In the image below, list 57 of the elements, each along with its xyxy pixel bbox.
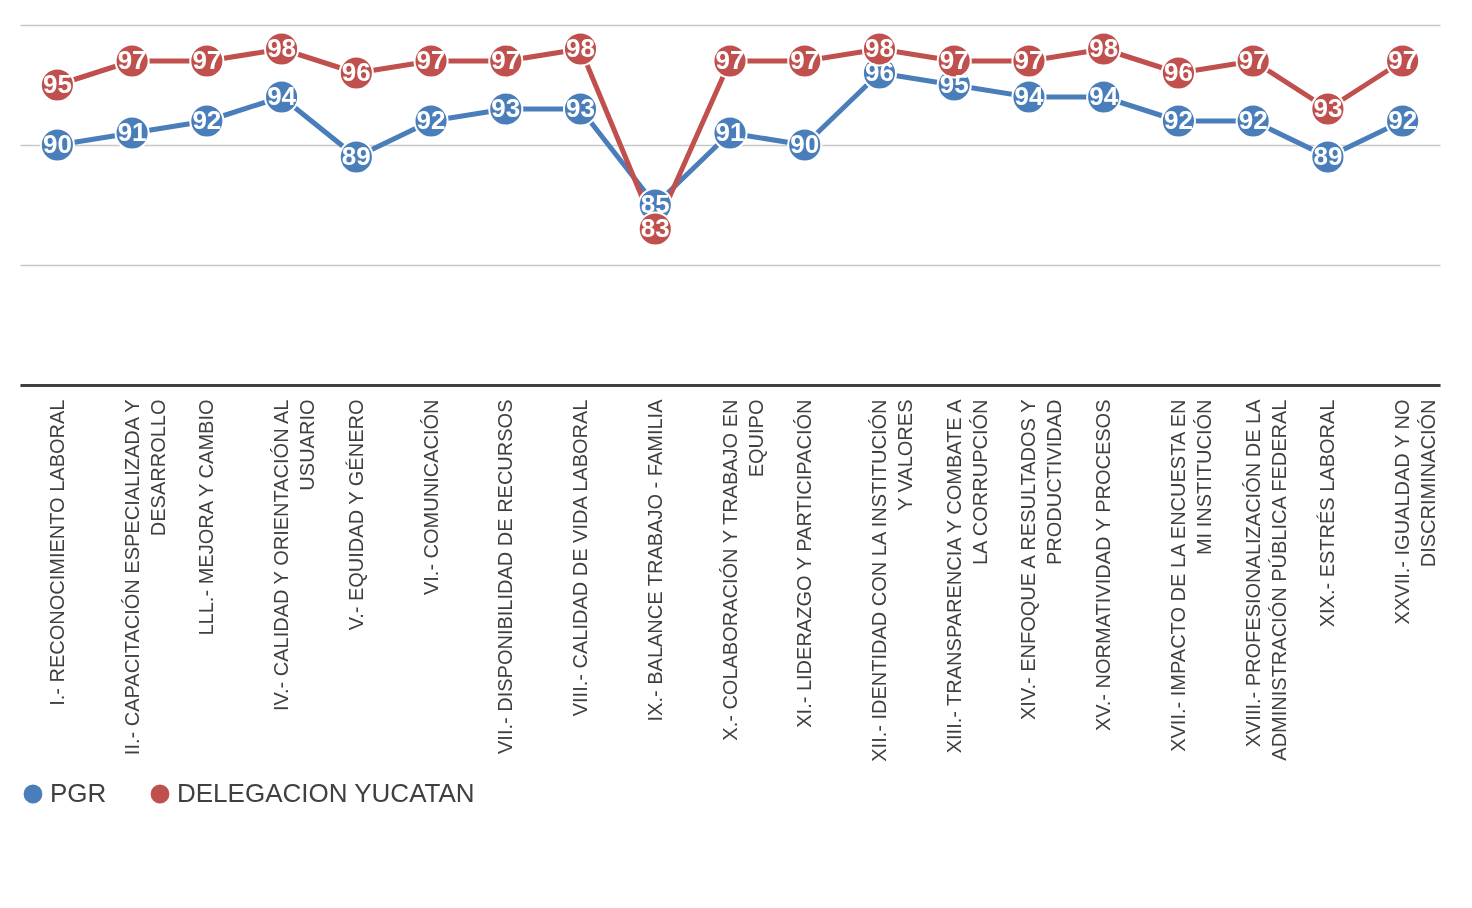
data-label: 91 xyxy=(117,117,147,147)
data-label: 97 xyxy=(416,45,446,75)
data-label: 83 xyxy=(640,213,670,243)
data-label: 97 xyxy=(790,45,820,75)
data-label: 94 xyxy=(1089,81,1119,111)
data-label: 97 xyxy=(939,45,969,75)
data-label: 97 xyxy=(1388,45,1418,75)
data-label: 94 xyxy=(267,81,297,111)
data-label: 93 xyxy=(566,93,595,123)
data-label: 92 xyxy=(1238,105,1268,135)
x-tick-label: X.- COLABORACIÓN Y TRABAJO EN EQUIPO xyxy=(718,399,767,741)
data-label: 95 xyxy=(42,69,72,99)
x-tick-label: XIX.- ESTRÉS LABORAL xyxy=(1316,399,1339,628)
data-label: 96 xyxy=(341,57,371,87)
data-label: 96 xyxy=(1163,57,1193,87)
data-label: 97 xyxy=(1238,45,1268,75)
data-label: 97 xyxy=(1014,45,1044,75)
x-tick-label: VII.- DISPONIBILIDAD DE RECURSOS xyxy=(494,399,517,755)
x-tick-label: XXVII.- IGUALDAD Y NO DISCRIMINACIÓN xyxy=(1391,399,1440,625)
x-tick-label: XVII.- IMPACTO DE LA ENCUESTA EN MI INSTITUCIÓN xyxy=(1166,399,1215,752)
data-label: 90 xyxy=(42,129,72,159)
data-label: 89 xyxy=(341,141,371,171)
x-tick-label: IX.- BALANCE TRABAJO - FAMILIA xyxy=(643,398,666,722)
x-tick-label: II.- CAPACITACIÓN ESPECIALIZADA Y DESARROLLO xyxy=(120,399,169,756)
data-label: 97 xyxy=(715,45,745,75)
x-tick-label: I.- RECONOCIMIENTO LABORAL xyxy=(45,399,68,706)
x-tick-label: XVIII.- PROFESIONALIZACIÓN DE LA ADMINISTRACIÓN PÚBLICA FEDERAL xyxy=(1241,398,1290,761)
data-label: 98 xyxy=(566,33,595,63)
data-label: 92 xyxy=(416,105,446,135)
data-label: 91 xyxy=(715,117,745,147)
data-label: 92 xyxy=(192,105,222,135)
legend-label: PGR xyxy=(50,778,107,808)
data-label: 97 xyxy=(117,45,147,75)
x-tick-label: LLL.- MEJORA Y CAMBIO xyxy=(195,399,218,636)
data-label: 90 xyxy=(790,129,820,159)
data-label: 93 xyxy=(491,93,521,123)
data-label: 97 xyxy=(192,45,222,75)
data-label: 89 xyxy=(1313,141,1343,171)
data-label: 98 xyxy=(267,33,297,63)
data-label: 98 xyxy=(1089,33,1119,63)
x-tick-label: V.- EQUIDAD Y GÉNERO xyxy=(344,399,367,631)
data-label: 92 xyxy=(1163,105,1193,135)
legend-label: DELEGACION YUCATAN xyxy=(177,778,475,808)
x-tick-label: IV.- CALIDAD Y ORIENTACIÓN AL USUARIO xyxy=(270,399,319,712)
data-label: 97 xyxy=(491,45,521,75)
x-tick-label: VI.- COMUNICACIÓN xyxy=(419,399,442,596)
x-tick-label: XIII.- TRANSPARENCIA Y COMBATE A LA CORRUPCIÓN xyxy=(942,398,991,754)
x-tick-label: XI.- LIDERAZGO Y PARTICIPACIÓN xyxy=(793,399,816,728)
x-tick-label: VIII.- CALIDAD DE VIDA LABORAL xyxy=(569,399,592,717)
x-tick-label: XII.- IDENTIDAD CON LA INSTITUCIÓN Y VALORES xyxy=(867,399,916,762)
x-tick-label: XIV.- ENFOQUE A RESULTADOS Y PRODUCTIVIDAD xyxy=(1017,399,1066,720)
data-label: 85 xyxy=(640,189,670,219)
data-label: 93 xyxy=(1313,93,1343,123)
data-label: 94 xyxy=(1014,81,1044,111)
data-label: 98 xyxy=(865,33,894,63)
data-label: 92 xyxy=(1388,105,1418,135)
x-tick-label: XV.- NORMATIVIDAD Y PROCESOS xyxy=(1092,399,1115,732)
